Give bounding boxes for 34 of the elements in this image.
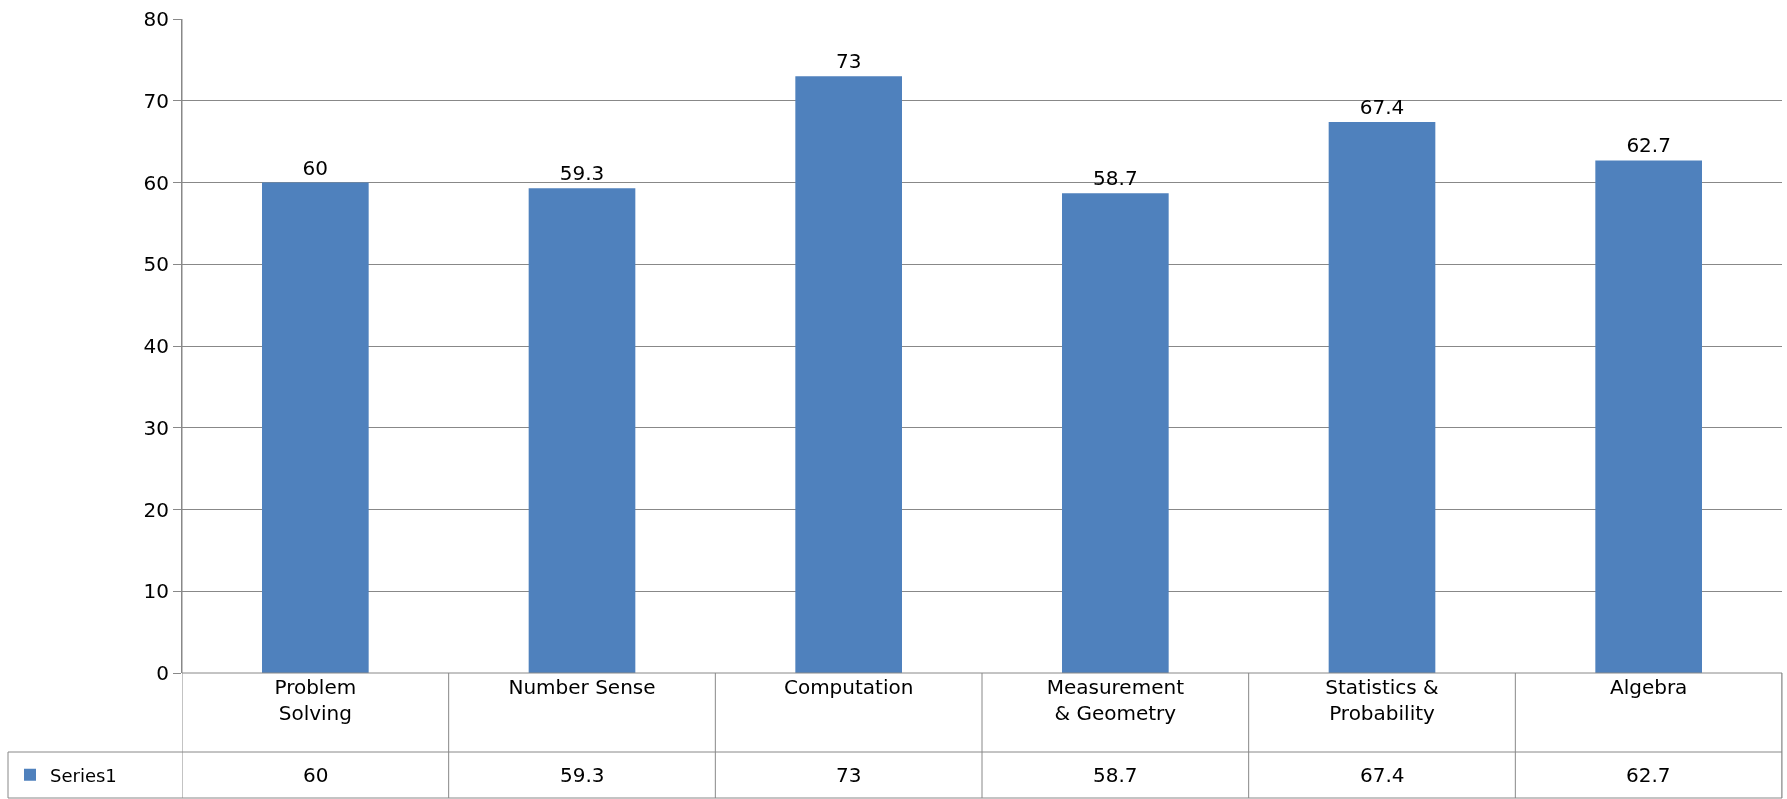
- y-tick-label: 40: [143, 334, 169, 358]
- x-tick-label: Problem Solving: [274, 675, 357, 725]
- y-tick-label: 60: [143, 170, 169, 195]
- y-tick-label: 70: [143, 88, 169, 113]
- x-tick-label: Statistics & Probability: [1325, 675, 1439, 725]
- bar: [1062, 193, 1169, 673]
- data-label: 59.3: [559, 161, 605, 186]
- bar: [528, 188, 636, 673]
- y-tick-label: 50: [143, 252, 169, 277]
- data-label: 73: [835, 49, 862, 74]
- bar: [795, 76, 902, 673]
- bar: [262, 182, 369, 673]
- x-tick-label: Computation: [783, 675, 914, 699]
- data-label: 58.7: [1093, 166, 1138, 191]
- y-tick-label: 30: [143, 415, 169, 440]
- x-tick-label: Number Sense: [508, 675, 656, 699]
- legend-label: Series1: [50, 764, 117, 786]
- bar: [1595, 160, 1702, 673]
- y-tick-label: 10: [143, 579, 169, 604]
- text: 58.7: [1093, 763, 1138, 787]
- y-tick-label: 80: [143, 7, 169, 31]
- y-tick-label: 0: [156, 661, 169, 685]
- text: 73: [836, 763, 862, 787]
- bar: [1328, 122, 1436, 673]
- text: 67.4: [1360, 763, 1405, 787]
- data-label: 60: [302, 155, 329, 180]
- text: 62.7: [1626, 763, 1671, 787]
- x-tick-label: Algebra: [1609, 675, 1688, 699]
- data-label: 67.4: [1359, 95, 1405, 119]
- text: 60: [303, 763, 329, 787]
- y-tick-label: 20: [143, 497, 169, 522]
- text: 59.3: [560, 763, 605, 787]
- x-tick-label: Measurement & Geometry: [1046, 675, 1185, 725]
- data-label: 62.7: [1626, 133, 1671, 158]
